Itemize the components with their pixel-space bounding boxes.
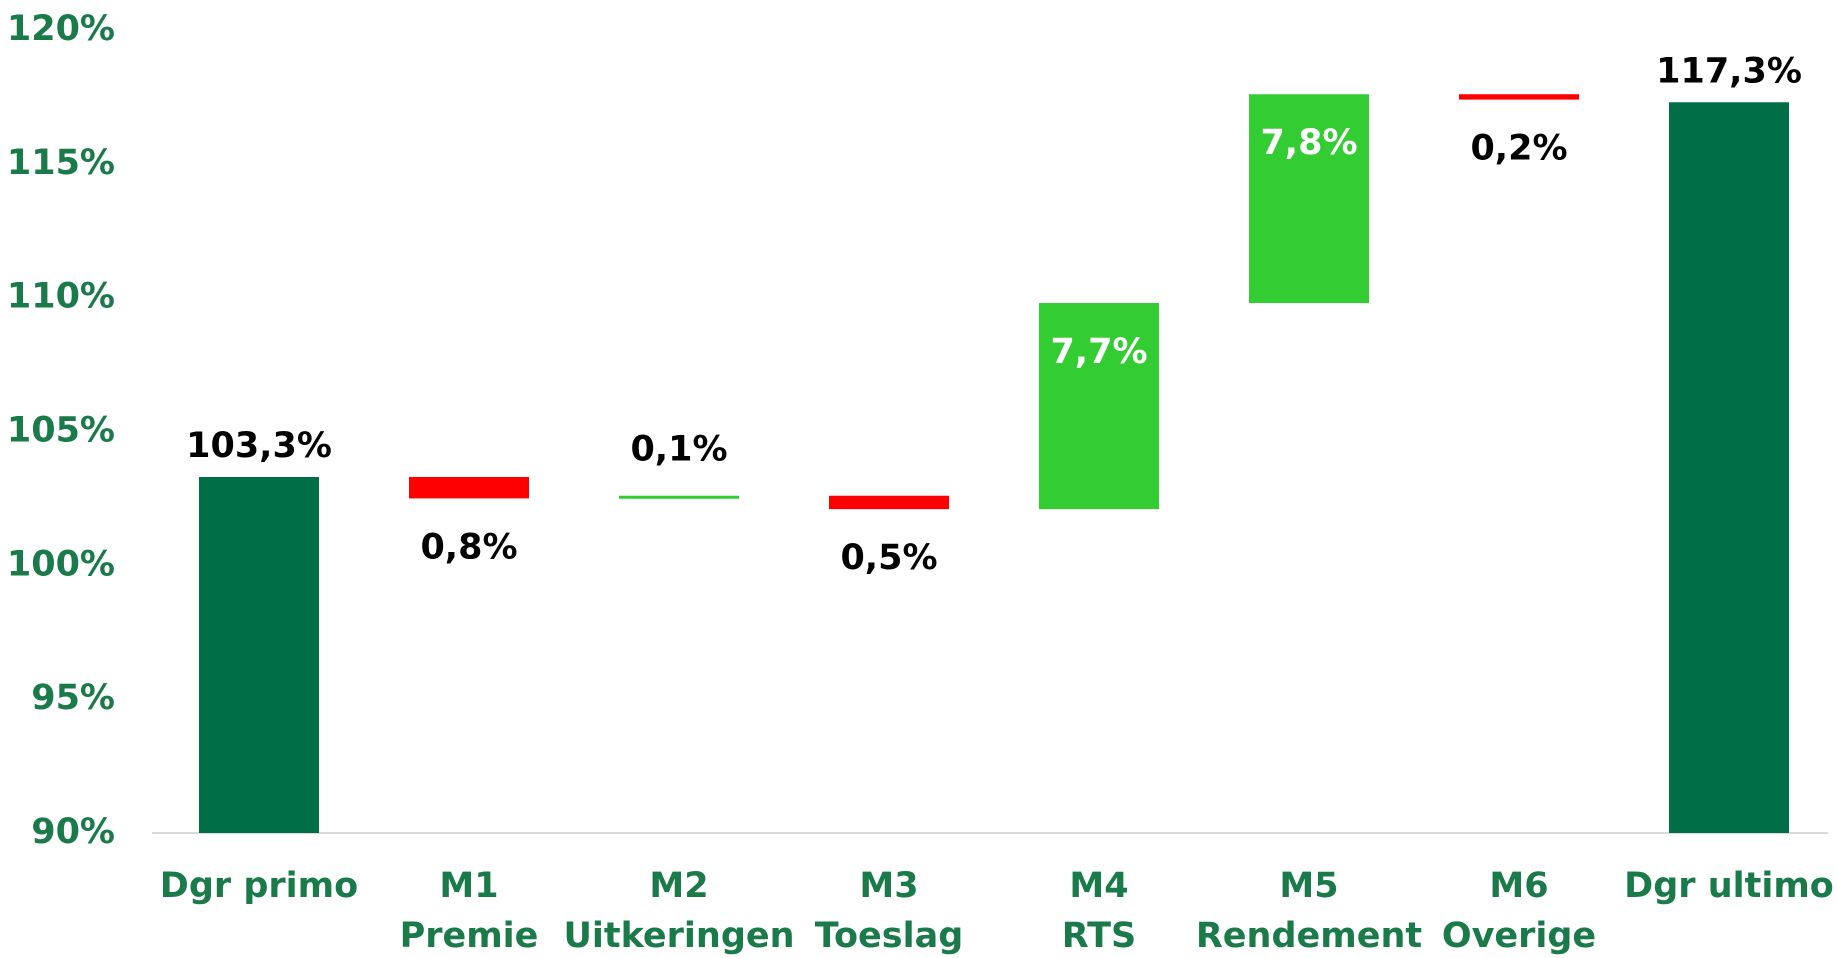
y-tick-label: 105%	[7, 411, 115, 451]
value-label: 117,3%	[1656, 51, 1802, 91]
bar	[829, 495, 949, 510]
value-label: 0,5%	[840, 538, 937, 578]
value-label: 7,8%	[1260, 123, 1357, 163]
bar	[619, 495, 739, 499]
y-tick-label: 110%	[7, 277, 115, 317]
x-tick-label: Overige	[1442, 916, 1596, 956]
bar	[409, 477, 529, 499]
x-tick-label: M1	[439, 866, 498, 906]
x-tick-label: Dgr primo	[160, 866, 358, 906]
bar	[1249, 94, 1369, 304]
bar	[1459, 94, 1579, 100]
value-label: 103,3%	[186, 426, 332, 466]
x-tick-label: Premie	[400, 916, 539, 956]
y-tick-label: 100%	[7, 544, 115, 584]
y-tick-label: 120%	[7, 9, 115, 49]
value-label: 0,1%	[630, 430, 727, 470]
value-label: 7,7%	[1050, 332, 1147, 372]
x-tick-label: M5	[1279, 866, 1338, 906]
bar	[199, 477, 319, 833]
x-tick-label: Dgr ultimo	[1624, 866, 1834, 906]
value-label: 0,8%	[420, 527, 517, 567]
x-tick-label: Rendement	[1196, 916, 1422, 956]
x-tick-label: M2	[649, 866, 708, 906]
y-tick-label: 90%	[31, 812, 115, 852]
x-tick-label: RTS	[1062, 916, 1136, 956]
value-label: 0,2%	[1470, 129, 1567, 169]
x-tick-label: M6	[1489, 866, 1548, 906]
y-tick-label: 115%	[7, 143, 115, 183]
bar	[1039, 303, 1159, 510]
x-tick-label: Uitkeringen	[563, 916, 794, 956]
y-tick-label: 95%	[31, 678, 115, 718]
x-tick-label: M4	[1069, 866, 1128, 906]
x-tick-label: Toeslag	[815, 916, 964, 956]
x-tick-label: M3	[859, 866, 918, 906]
bar	[1669, 102, 1789, 833]
